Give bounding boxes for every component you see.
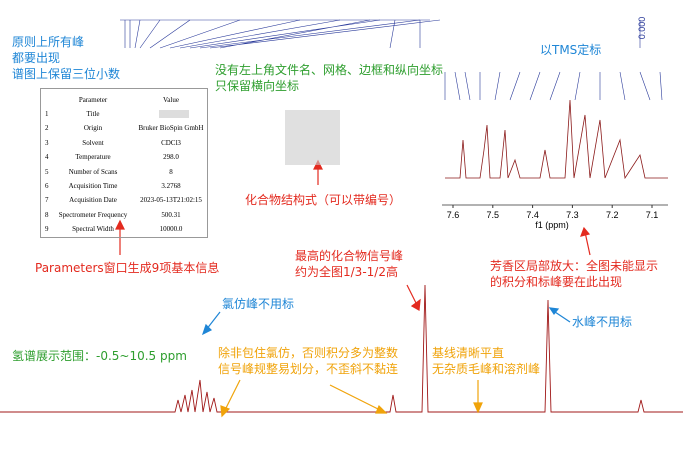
- table-cell: 4: [45, 153, 49, 162]
- all-peaks-note: 原则上所有峰 都要出现 谱图上保留三位小数: [12, 34, 120, 82]
- table-cell: 500.31: [161, 210, 181, 219]
- inset: [442, 71, 668, 206]
- table-cell: 5: [45, 167, 49, 176]
- structure-placeholder: [285, 110, 340, 165]
- aromatic-note: 芳香区局部放大：全图未能显示 的积分和标峰要在此出现: [490, 258, 658, 290]
- table-cell: Spectrometer Frequency: [58, 210, 128, 219]
- note-line: 没有左上角文件名、网格、边框和纵向坐标: [215, 63, 444, 77]
- table-cell: Spectral Width: [72, 225, 114, 234]
- table-row: 7 Acquisition Date 2023-05-13T21:02:15: [41, 193, 207, 207]
- parameters-note: Parameters窗口生成9项基本信息: [35, 261, 220, 275]
- note-line: 除非包住氯仿，否则积分多为整数: [218, 346, 399, 360]
- table-cell: Temperature: [75, 153, 111, 162]
- inset-tick-label: 7.2: [606, 210, 619, 220]
- inset-tick-label: 7.4: [526, 210, 539, 220]
- table-cell: 1: [45, 110, 49, 118]
- table-cell: 3.2768: [161, 182, 181, 190]
- table-cell: 298.0: [163, 153, 179, 162]
- table-cell: 8: [45, 210, 49, 219]
- header-cell: Value: [163, 96, 179, 104]
- inset-axis-label: f1 (ppm): [535, 220, 569, 230]
- table-row: 9 Spectral Width 10000.0: [41, 222, 207, 236]
- table-row: 2 Origin Bruker BioSpin GmbH: [41, 121, 207, 135]
- table-row: 8 Spectrometer Frequency 500.31: [41, 208, 207, 222]
- note-line: 约为全图1/3-1/2高: [295, 265, 398, 279]
- table-cell: Acquisition Time: [68, 182, 118, 190]
- table-cell: Solvent: [82, 138, 104, 147]
- table-row: 3 Solvent CDCl3: [41, 136, 207, 150]
- peak-leaders: [120, 19, 441, 49]
- table-cell: 7: [45, 196, 49, 205]
- table-cell: 8: [169, 167, 173, 176]
- table-cell: Acquisition Date: [69, 196, 117, 205]
- baseline-note: 基线清晰平直 无杂质毛峰和溶剂峰: [432, 345, 540, 377]
- note-line: 无杂质毛峰和溶剂峰: [432, 362, 541, 376]
- table-cell: Number of Scans: [68, 167, 118, 176]
- chloroform-note: 氯仿峰不用标: [222, 297, 295, 311]
- parameters-table: Parameter Value 1 Title 2 Origin Bruker BioSpi…: [40, 88, 208, 238]
- table-row: 1 Title: [41, 107, 207, 121]
- inset-tick-label: 7.5: [487, 210, 500, 220]
- table-cell: Origin: [83, 124, 103, 133]
- note-line: 谱图上保留三位小数: [12, 67, 121, 81]
- structure-note: 化合物结构式（可以带编号）: [245, 193, 402, 207]
- table-cell: 3: [45, 138, 49, 147]
- inset-tick-label: 7.6: [447, 210, 460, 220]
- integrals-note: 除非包住氯仿，否则积分多为整数 信号峰规整易划分，不歪斜不黏连: [218, 345, 398, 377]
- table-cell: CDCl3: [161, 138, 181, 147]
- main-spectrum: [0, 284, 683, 413]
- table-cell: 2: [45, 124, 49, 133]
- note-line: 都要出现: [12, 51, 61, 65]
- water-note: 水峰不用标: [572, 315, 633, 329]
- table-row: 5 Number of Scans 8: [41, 165, 207, 179]
- range-note: 氢谱展示范围：-0.5~10.5 ppm: [12, 349, 187, 363]
- table-cell: 9: [45, 225, 49, 234]
- table-row: 4 Temperature 298.0: [41, 150, 207, 164]
- note-line: 芳香区局部放大：全图未能显示: [490, 259, 659, 273]
- note-line: 的积分和标峰要在此出现: [490, 275, 623, 289]
- note-line: 只保留横向坐标: [215, 79, 300, 93]
- table-row: 6 Acquisition Time 3.2768: [41, 179, 207, 193]
- note-line: 原则上所有峰: [12, 35, 85, 49]
- table-cell: [159, 110, 189, 118]
- inset-tick-label: 7.3: [566, 210, 579, 220]
- no-grid-note: 没有左上角文件名、网格、边框和纵向坐标 只保留横向坐标: [215, 62, 443, 94]
- highest-note: 最高的化合物信号峰 约为全图1/3-1/2高: [295, 248, 403, 280]
- arrows: [115, 159, 591, 311]
- table-cell: 2023-05-13T21:02:15: [140, 196, 202, 205]
- tms-peak-label: 0.000: [637, 17, 647, 40]
- table-header: Parameter Value: [41, 93, 207, 107]
- note-line: 信号峰规整易划分，不歪斜不黏连: [218, 362, 399, 376]
- inset-tick-label: 7.1: [646, 210, 659, 220]
- note-line: 最高的化合物信号峰: [295, 249, 404, 263]
- table-cell: Title: [86, 110, 100, 118]
- table-cell: 10000.0: [159, 225, 183, 234]
- note-line: 基线清晰平直: [432, 346, 505, 360]
- table-cell: 6: [45, 182, 49, 190]
- tms-note: 以TMS定标: [540, 43, 602, 57]
- table-cell: Bruker BioSpin GmbH: [138, 124, 204, 133]
- header-cell: Parameter: [78, 96, 108, 104]
